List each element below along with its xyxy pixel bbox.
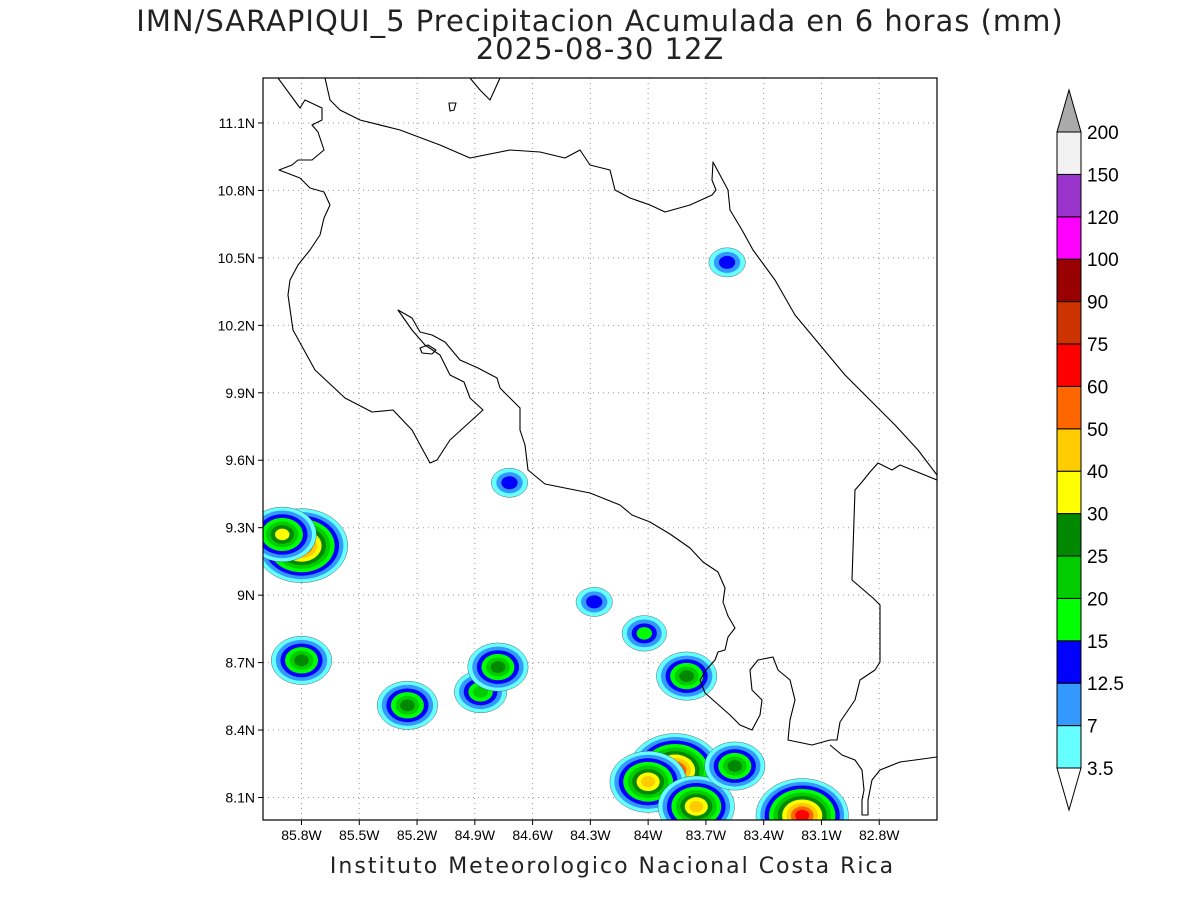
colorbar-label: 90: [1087, 293, 1108, 314]
precip-contour: [400, 699, 415, 712]
colorbar-swatch: [1056, 640, 1082, 684]
precip-contour: [718, 255, 736, 269]
precip-cell: [271, 635, 332, 685]
colorbar-label: 30: [1087, 505, 1108, 526]
precip-cell: [467, 642, 529, 692]
precip-contour: [679, 670, 694, 682]
precip-cell: [263, 506, 317, 563]
precip-contour: [689, 800, 704, 813]
map-frame: [262, 77, 938, 821]
precip-cell: [491, 467, 528, 498]
colorbar-label: 75: [1087, 335, 1108, 356]
colorbar-label: 15: [1087, 632, 1108, 653]
axis-ticks: 85.8W 85.5W 85.2W 84.9W 84.6W 84.3W 84W 83.7W 83…: [218, 115, 901, 843]
y-tick-label: 9N: [237, 587, 255, 603]
colorbar-label: 120: [1087, 208, 1119, 229]
y-tick-label: 8.1N: [225, 790, 255, 806]
precip-cell: [708, 247, 746, 278]
colorbar-swatch: [1056, 555, 1082, 599]
x-tick-label: 83.7W: [686, 827, 727, 843]
colorbar-label: 200: [1087, 123, 1119, 144]
precip-contour: [294, 654, 309, 667]
x-tick-label: 84.9W: [455, 827, 496, 843]
colorbar-lower-triangle: [1056, 767, 1082, 812]
precip-cell: [376, 680, 438, 730]
x-tick-label: 85.8W: [281, 827, 322, 843]
precip-cell: [704, 741, 766, 791]
colorbar-swatch: [1056, 597, 1082, 642]
y-tick-label: 9.9N: [225, 385, 255, 401]
x-tick-label: 84W: [634, 827, 664, 843]
colorbar-label: 100: [1087, 250, 1119, 271]
colorbar-swatch: [1056, 216, 1082, 260]
y-tick-label: 8.7N: [225, 655, 255, 671]
precip-contour: [641, 776, 656, 788]
map-grid: [263, 78, 937, 820]
colorbar-label: 60: [1087, 377, 1108, 398]
y-tick-label: 11.1N: [219, 115, 255, 131]
colorbar-label: 7: [1087, 717, 1098, 738]
y-tick-label: 9.6N: [225, 452, 255, 468]
chart-title: IMN/SARAPIQUI_5 Precipitacion Acumulada …: [136, 4, 1064, 38]
colorbar-swatch: [1056, 513, 1082, 557]
precip-cell: [621, 615, 667, 652]
x-tick-label: 85.5W: [339, 827, 380, 843]
precip-contour: [501, 476, 518, 490]
colorbar-swatch: [1056, 343, 1082, 387]
precip-contour: [586, 595, 603, 609]
y-tick-label: 10.2N: [218, 317, 255, 333]
colorbar-label: 12.5: [1087, 674, 1124, 695]
colorbar-label: 150: [1087, 165, 1119, 186]
colorbar-legend: 3.5 7 12.5 15 20 25 30 40 50 60 75 90 100 120 150 200: [1056, 88, 1124, 812]
colorbar-label: 40: [1087, 462, 1108, 483]
y-tick-label: 9.3N: [225, 520, 255, 536]
colorbar-swatch: [1056, 258, 1082, 303]
colorbar-swatch: [1056, 725, 1082, 769]
x-tick-label: 85.2W: [397, 827, 438, 843]
precip-contour: [275, 528, 290, 541]
y-tick-label: 10.5N: [218, 250, 255, 266]
colorbar-upper-triangle: [1056, 88, 1082, 133]
precip-cell: [657, 775, 735, 820]
precip-contour: [490, 661, 506, 673]
x-tick-label: 83.4W: [743, 827, 784, 843]
colorbar-label: 3.5: [1087, 759, 1113, 780]
y-tick-label: 10.8N: [218, 182, 255, 198]
x-tick-label: 84.3W: [570, 827, 611, 843]
colorbar-swatch: [1056, 682, 1082, 727]
precip-cell: [575, 587, 613, 617]
precip-cell: [656, 651, 718, 701]
colorbar-swatch: [1056, 131, 1082, 175]
footer-credit: Instituto Meteorologico Nacional Costa R…: [329, 854, 896, 879]
precipitation-contours: [263, 247, 849, 820]
chart-subtitle: 2025-08-30 12Z: [475, 32, 725, 66]
x-tick-label: 83.1W: [801, 827, 842, 843]
colorbar-label: 50: [1087, 420, 1108, 441]
colorbar-swatch: [1056, 428, 1082, 472]
precip-cell: [755, 778, 849, 820]
precip-contour: [795, 809, 810, 820]
coastline: [277, 78, 937, 816]
colorbar-label: 20: [1087, 589, 1108, 610]
precip-contour: [727, 760, 743, 772]
x-tick-label: 82.8W: [859, 827, 900, 843]
colorbar-swatch: [1056, 470, 1082, 515]
colorbar-swatch: [1056, 301, 1082, 345]
colorbar-label: 25: [1087, 547, 1108, 568]
colorbar-swatch: [1056, 173, 1082, 218]
y-tick-label: 8.4N: [225, 722, 255, 738]
x-tick-label: 84.6W: [512, 827, 553, 843]
colorbar-swatch: [1056, 385, 1082, 430]
precip-contour: [636, 627, 653, 640]
